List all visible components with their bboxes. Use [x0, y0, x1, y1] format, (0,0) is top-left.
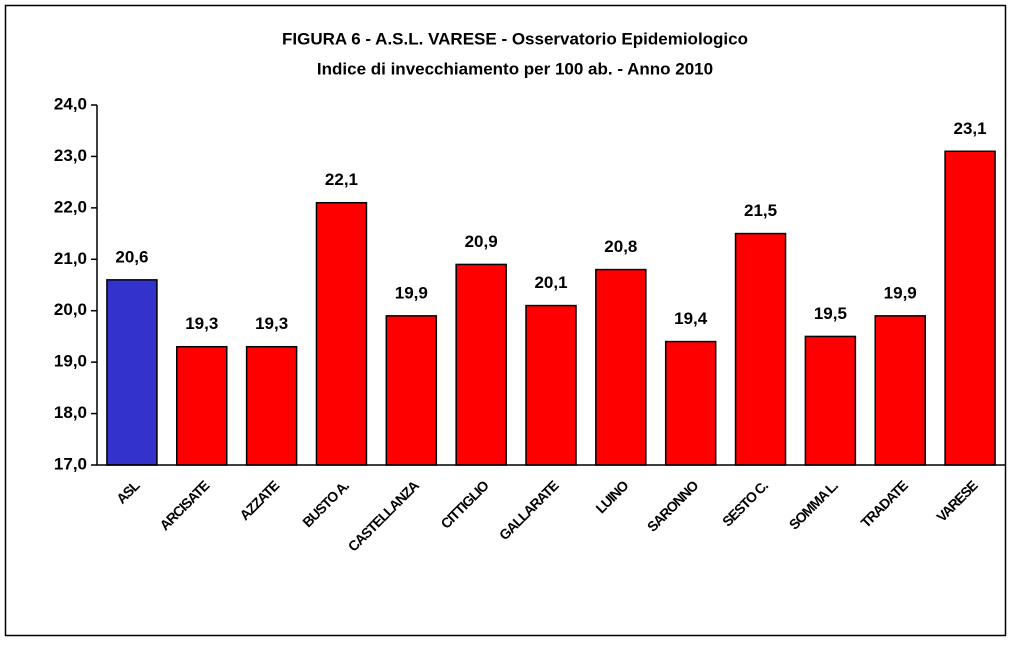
y-tick-label: 23,0	[54, 146, 87, 165]
value-label: 21,5	[744, 201, 777, 220]
chart-title: FIGURA 6 - A.S.L. VARESE - Osservatorio …	[282, 29, 748, 48]
bar	[315, 201, 368, 466]
value-label: 20,8	[604, 237, 637, 256]
bar	[944, 150, 996, 466]
value-label: 19,3	[185, 314, 218, 333]
value-label: 19,4	[674, 309, 708, 328]
y-tick-label: 21,0	[54, 249, 87, 268]
bar	[455, 263, 507, 466]
bar	[804, 335, 857, 466]
value-label: 23,1	[954, 119, 987, 138]
y-tick-label: 22,0	[54, 197, 87, 216]
bar	[385, 315, 438, 466]
y-tick-label: 17,0	[54, 454, 87, 473]
y-tick-label: 24,0	[54, 94, 87, 113]
value-label: 22,1	[325, 170, 358, 189]
value-label: 19,5	[814, 304, 847, 323]
value-label: 20,9	[465, 232, 498, 251]
chart-subtitle: Indice di invecchiamento per 100 ab. - A…	[317, 59, 713, 78]
bar	[874, 315, 926, 466]
value-label: 20,6	[115, 247, 148, 266]
y-tick-label: 19,0	[54, 352, 87, 371]
bar	[245, 345, 298, 466]
bar	[106, 279, 158, 466]
value-label: 19,3	[255, 314, 288, 333]
bar	[525, 304, 577, 466]
bar	[664, 340, 717, 466]
y-tick-label: 18,0	[54, 403, 87, 422]
bar	[176, 345, 228, 466]
bar	[595, 268, 647, 466]
bar	[734, 232, 787, 466]
value-label: 19,9	[395, 283, 428, 302]
y-tick-label: 20,0	[54, 300, 87, 319]
value-label: 19,9	[884, 283, 917, 302]
value-label: 20,1	[534, 273, 567, 292]
